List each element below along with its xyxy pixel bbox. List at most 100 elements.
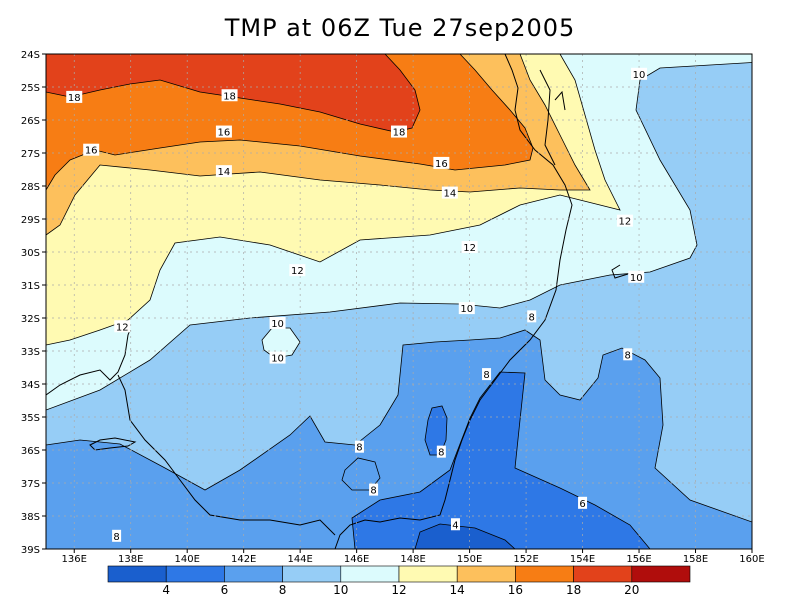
band-6-8 [46,330,752,549]
colorbar-swatch [456,565,516,583]
contour-label-bg [269,316,286,329]
contour-label-bg [354,440,364,453]
colorbar-swatch [282,565,342,583]
contour-label-bg [215,125,232,138]
lon-axis: 136E 138E 140E 142E 144E 146E 148E 150E 152E 154E… [62,549,765,565]
lat-tick-label: 29S [21,215,40,226]
contour-label: 12 [463,243,476,254]
colorbar-swatch [340,565,400,583]
contour-label-bg [269,351,286,364]
coastline-inlet [89,437,137,451]
colorbar: 4 6 8 10 12 14 16 18 20 [107,565,691,597]
lat-tick-label: 36S [21,446,40,457]
colorbar-label: 18 [566,583,581,597]
colorbar-label: 8 [279,583,287,597]
band-8-10-island [262,328,300,358]
contour-label: 6 [579,499,585,510]
contour-label-bg [114,320,131,333]
colorbar-label: 16 [508,583,523,597]
colorbar-label: 14 [450,583,465,597]
lon-tick-label: 146E [344,554,369,565]
contour-label: 16 [85,146,98,157]
band-under-4 [415,524,515,549]
filled-contours [46,54,752,549]
contour-label-bg [391,125,407,138]
colorbar-label: 20 [624,583,639,597]
contour-label: 10 [271,319,284,330]
contour-label-bg [112,529,122,542]
colorbar-label: 10 [333,583,348,597]
lon-tick-label: 136E [62,554,87,565]
lat-tick-label: 31S [21,281,40,292]
contour-label: 18 [223,91,236,102]
contour-label-bg [436,445,446,458]
contour-6-island [424,405,448,456]
contour-label: 18 [393,128,406,139]
colorbar-swatch [165,565,225,583]
contour-12 [46,54,621,346]
contour-label: 8 [370,486,376,497]
contour-label: 12 [116,322,129,333]
contour-label-bg [578,496,588,509]
contour-label: 10 [633,70,646,81]
band-4-6 [352,372,650,549]
lat-tick-label: 39S [21,545,40,556]
lon-tick-label: 160E [739,554,764,565]
contour-label: 10 [460,304,473,315]
lon-tick-label: 138E [118,554,143,565]
lat-tick-label: 24S [21,50,40,61]
lon-tick-label: 156E [626,554,651,565]
contour-labels: 18 18 18 16 16 16 14 14 12 12 12 12 10 10 10 10 10 8 8 8 8 8 8… [66,67,648,543]
colorbar-swatch [224,565,283,583]
band-4-6-island [425,406,447,455]
contour-label: 8 [625,350,631,361]
colorbar-swatch [398,565,458,583]
lat-tick-label: 38S [21,512,40,523]
lon-tick-label: 158E [683,554,708,565]
contour-14 [46,54,591,236]
lon-tick-label: 144E [287,554,312,565]
contour-label-bg [441,186,458,199]
lat-tick-label: 28S [21,182,40,193]
contour-label: 14 [443,189,456,200]
lat-tick-label: 32S [21,314,40,325]
coastline-east [334,54,573,549]
map-title: TMP at 06Z Tue 27sep2005 [224,14,576,42]
contour-label-bg [369,483,379,496]
contour-label-bg [631,67,648,80]
lat-tick-label: 37S [21,479,40,490]
contour-label-bg [221,89,238,102]
lon-tick-label: 148E [400,554,425,565]
contour-label: 16 [218,128,231,139]
contour-label: 10 [271,354,284,365]
contour-label-bg [215,165,232,178]
contour-label: 8 [529,312,535,323]
contour-label-bg [450,518,460,531]
lat-tick-label: 26S [21,116,40,127]
contour-label: 8 [113,532,119,543]
contour-label: 8 [483,370,489,381]
contour-label: 8 [438,448,444,459]
contour-8 [46,329,752,523]
contour-label-bg [628,270,645,283]
lat-tick-label: 25S [21,83,40,94]
contour-label-bg [623,348,633,361]
contour-10 [46,62,752,411]
contour-label-bg [616,214,633,227]
contour-label: 16 [435,159,448,170]
coastline [46,54,629,549]
colorbar-swatch [573,565,633,583]
lat-tick-label: 34S [21,380,40,391]
band-6-8-island [342,458,380,490]
contour-label: 12 [291,266,304,277]
contour-label-bg [458,302,475,315]
lat-tick-label: 30S [21,248,40,259]
colorbar-swatch [515,565,574,583]
contour-label: 18 [68,93,81,104]
contour-label-bg [527,310,537,323]
colorbar-label: 6 [221,583,229,597]
contour-label: 4 [452,520,458,531]
plot-frame [45,53,753,550]
grid-lines [46,54,752,549]
